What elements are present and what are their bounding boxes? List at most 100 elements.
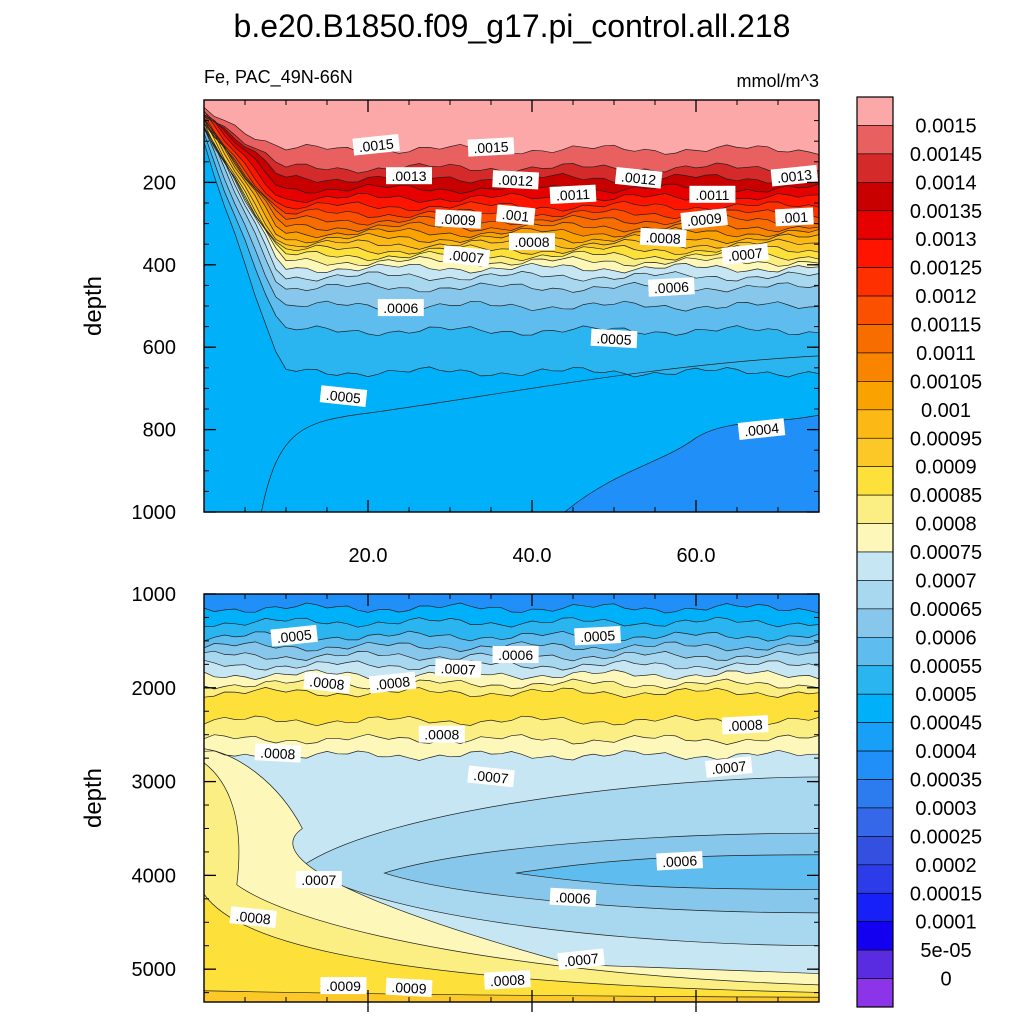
lower-contour-line-3 [204,641,819,652]
lower-contour-label-text: .0006 [498,647,533,663]
upper-x-tick-label: 60.0 [677,545,716,567]
chart-title: b.e20.B1850.f09_g17.pi_control.all.218 [234,8,791,44]
lower-y-tick-label: 4000 [132,865,177,887]
colorbar-label: 0 [940,969,951,991]
lower-contour-label: .0007 [295,871,342,889]
upper-contour-label-text: .0009 [686,210,723,230]
colorbar-label: 0.00055 [910,656,982,678]
lower-contour-label-text: .0009 [326,978,361,994]
lower-contour-label-text: .0007 [301,872,336,888]
upper-y-tick-label: 800 [143,420,176,442]
upper-contour-line-20 [204,141,819,378]
upper-contour-label: .0007 [721,243,769,265]
colorbar-swatch [856,807,894,837]
subtitle-units: mmol/m^3 [737,71,819,91]
colorbar-label: 0.00115 [911,315,982,337]
upper-contour-label-text: .0013 [776,166,813,186]
upper-contour-label: .001 [495,204,536,226]
colorbar-label: 0.0003 [915,798,976,820]
upper-contour-label: .0009 [434,209,482,229]
colorbar-label: 0.00095 [910,428,982,450]
colorbar-swatch [856,551,894,581]
colorbar: 0.0015 0.00145 0.0014 0.00135 0.0013 0.00125 0… [856,96,982,1008]
colorbar-label: 0.0013 [915,229,976,251]
lower-contour-label: .0007 [557,948,605,971]
colorbar-swatch [856,352,894,382]
lower-contour-label-text: .0009 [391,979,427,997]
upper-contour-label-text: .001 [780,209,808,226]
colorbar-swatch [856,722,894,752]
upper-contour-label-text: .0008 [645,229,681,247]
lower-band-0 [204,594,819,614]
upper-y-tick-label: 1000 [132,502,177,524]
upper-contour-label-text: .0006 [653,279,689,297]
colorbar-swatch [856,125,894,155]
lower-contour-label-text: .0006 [555,889,591,907]
lower-contour-line-10 [204,733,819,745]
upper-contour-label: .0008 [509,233,555,251]
colorbar-label: 0.0004 [915,741,976,763]
colorbar-swatch [856,637,894,667]
colorbar-swatch [856,295,894,325]
upper-contour-line-19 [204,132,819,337]
colorbar-label: 0.00135 [910,201,982,223]
colorbar-label: 0.0002 [915,855,976,877]
colorbar-label: 0.0012 [915,286,976,308]
lower-contour-label-text: .0008 [235,908,272,928]
colorbar-label: 0.00105 [910,371,982,393]
lower-panel-frame [203,593,820,1003]
upper-contour-label: .0006 [377,299,424,317]
lower-contour-label: .0006 [492,646,539,663]
upper-contour-line-14 [204,127,819,267]
upper-contour-label-text: .0011 [695,187,729,203]
upper-contour-label: .0005 [319,385,368,407]
lower-contour-label-text: .0007 [473,767,510,787]
upper-contour-label: .0013 [386,167,432,185]
lower-contour-label: .0009 [320,977,367,995]
lower-contour-label-text: .0008 [489,971,525,989]
lower-contour-label: .0008 [721,715,769,735]
lower-contour-label: .0007 [434,658,482,679]
upper-contour-label-text: .0013 [391,168,426,184]
upper-contour-line-18 [204,127,819,312]
upper-contour-label: .0004 [737,418,786,440]
lower-contour-label-text: .0007 [711,758,748,778]
lower-y-tick-label: 3000 [132,772,177,794]
colorbar-label: 0.001 [921,400,971,422]
upper-contour-label: .0015 [467,137,515,157]
lower-contour-label: .0008 [303,671,351,694]
lower-contour-label-text: .0008 [424,727,459,743]
colorbar-swatch [856,836,894,866]
colorbar-swatch [856,96,894,126]
colorbar-swatch [856,779,894,809]
lower-contour-label-text: .0005 [580,627,616,645]
colorbar-label: 0.00025 [910,826,982,848]
colorbar-label: 0.00145 [910,144,982,166]
upper-deep-contour [261,355,819,512]
colorbar-swatch [856,324,894,354]
upper-contour-label: .0011 [549,184,597,204]
colorbar-label: 5e-05 [920,940,971,962]
lower-contour-label-text: .0008 [260,744,296,762]
colorbar-swatch [856,978,894,1008]
upper-x-tick-label: 40.0 [513,545,552,567]
lower-contour-label: .0006 [549,887,597,908]
colorbar-label: 0.0005 [915,684,976,706]
lower-contour-label: .0008 [254,743,302,763]
lower-contour-label: .0007 [704,756,753,778]
colorbar-label: 0.00015 [910,883,982,905]
colorbar-label: 0.0014 [915,172,976,194]
lower-contour-label-text: .0007 [563,950,600,970]
upper-y-axis-label: depth [80,276,107,336]
upper-contour-label-text: .0005 [596,330,632,348]
upper-contour-label-text: .001 [501,206,530,225]
upper-contour-label: .001 [774,207,814,227]
colorbar-swatch [856,864,894,894]
upper-contour-line-16 [204,127,819,282]
colorbar-swatch [856,238,894,268]
colorbar-swatch [856,523,894,553]
colorbar-swatch [856,608,894,638]
colorbar-label: 0.00085 [910,485,982,507]
lower-west-wedge-2 [204,762,819,1002]
upper-contour-label-text: .0005 [325,387,362,407]
